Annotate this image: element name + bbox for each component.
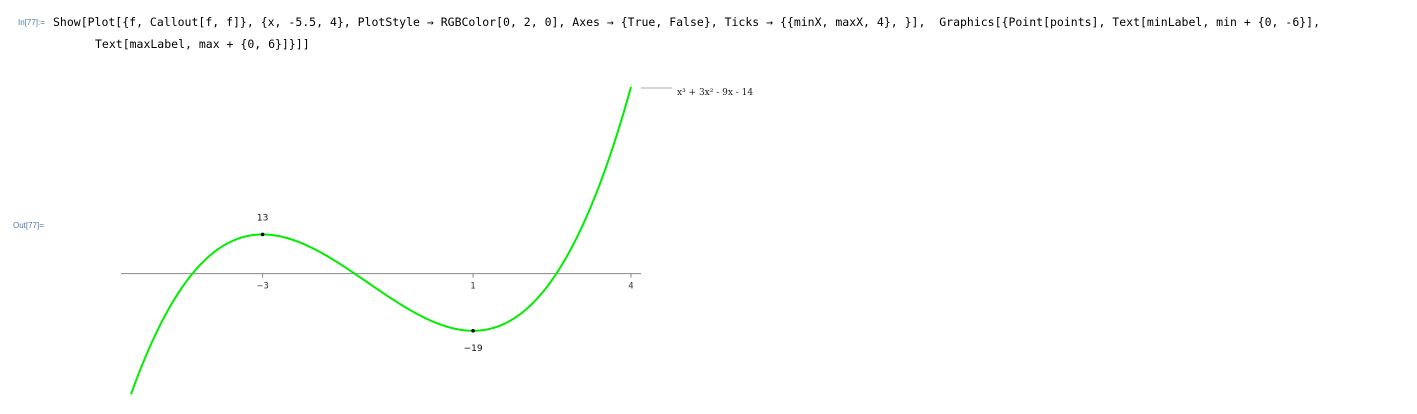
legend-label: x³ + 3x² - 9x - 14 [677,88,753,98]
x-axis-ticks: −3 1 4 [256,273,634,292]
input-code-line-2[interactable]: Text[maxLabel, max + {0, 6}]}]] [95,37,310,51]
extremum-points: 13 −19 [257,213,483,353]
x-tick-label: 1 [470,282,475,292]
extremum-label: −19 [464,344,483,354]
function-curve [130,86,632,395]
legend: x³ + 3x² - 9x - 14 [641,87,753,98]
x-tick-label: −3 [256,282,269,292]
input-code-line-1[interactable]: Show[Plot[{f, Callout[f, f]}, {x, -5.5, … [53,15,1321,29]
output-cell-label: Out[77]= [13,221,44,230]
extremum-point [260,232,265,237]
x-tick-label: 4 [628,282,633,292]
extremum-point [471,328,475,333]
input-cell-label: In[77]:= [18,18,45,27]
extremum-label: 13 [257,213,268,223]
